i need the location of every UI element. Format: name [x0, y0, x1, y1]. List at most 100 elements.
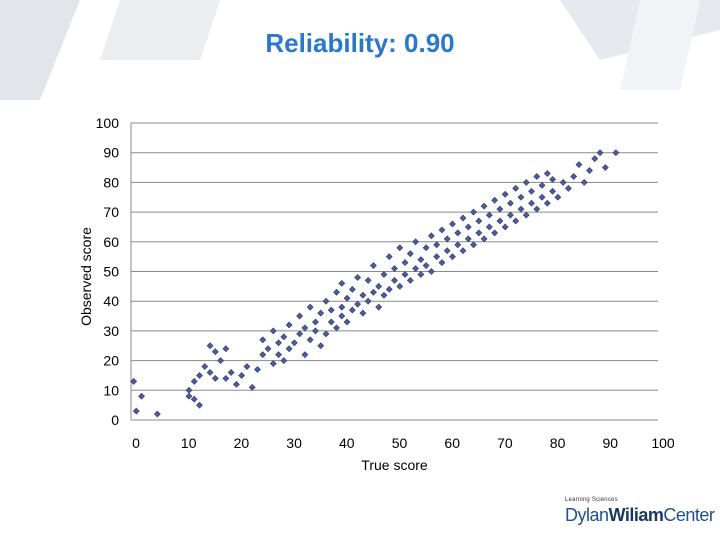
data-point [491, 196, 499, 204]
data-point [327, 318, 335, 326]
data-point [586, 167, 593, 174]
data-point [385, 285, 393, 293]
data-point [522, 211, 530, 219]
data-point [443, 247, 451, 255]
data-point [596, 149, 604, 157]
dylan-wiliam-center-logo: Learning Sciences DylanWiliamCenter [565, 497, 715, 532]
data-point [317, 342, 325, 350]
data-point [501, 190, 509, 198]
data-point [375, 303, 383, 311]
y-tick-label: 80 [103, 174, 119, 190]
data-point [575, 161, 583, 169]
data-point [185, 392, 193, 400]
data-point [391, 276, 398, 284]
data-point [406, 276, 414, 284]
data-point [132, 407, 140, 415]
data-point [348, 306, 356, 314]
data-point [401, 259, 409, 267]
y-tick-label: 50 [103, 264, 119, 280]
data-point [243, 363, 251, 370]
data-point [433, 241, 441, 249]
data-point [254, 366, 261, 373]
x-tick-label: 40 [339, 435, 355, 451]
data-point [417, 271, 425, 278]
data-point [454, 229, 462, 237]
x-tick-label: 60 [444, 435, 460, 451]
data-point [301, 351, 309, 359]
x-tick-label: 0 [132, 435, 140, 451]
x-tick-label: 100 [651, 435, 675, 451]
data-point [485, 211, 493, 219]
data-point [222, 374, 230, 382]
data-point [296, 312, 304, 320]
data-point [359, 309, 367, 317]
data-point [317, 309, 325, 317]
data-point [211, 374, 219, 382]
data-point [380, 291, 388, 299]
data-point [290, 339, 298, 347]
y-tick-label: 10 [103, 382, 119, 398]
data-point [443, 235, 451, 243]
data-point [285, 345, 293, 353]
x-tick-label: 90 [603, 435, 619, 451]
data-point [517, 193, 525, 201]
data-point [438, 226, 446, 234]
data-point [190, 395, 198, 403]
data-point [333, 288, 340, 296]
data-point [301, 324, 309, 332]
data-point [196, 401, 203, 409]
data-point [507, 199, 514, 207]
data-point [512, 217, 520, 225]
data-point [338, 303, 346, 311]
data-point [549, 176, 557, 183]
data-point [217, 357, 225, 365]
data-point [401, 271, 409, 278]
data-point [306, 336, 314, 344]
data-point [406, 250, 414, 258]
data-point [232, 380, 240, 388]
data-point [380, 271, 388, 278]
data-point [470, 208, 477, 216]
data-point [412, 265, 420, 272]
header-decoration [0, 0, 720, 100]
data-point [391, 265, 398, 272]
y-tick-label: 40 [103, 293, 119, 309]
data-point [322, 297, 330, 305]
data-point [396, 282, 404, 290]
data-point [343, 294, 351, 302]
x-tick-label: 20 [234, 435, 250, 451]
y-tick-label: 0 [111, 412, 119, 428]
data-point [369, 262, 377, 269]
data-point [312, 327, 319, 335]
data-point [554, 193, 562, 201]
data-point [280, 357, 288, 365]
data-point [496, 205, 504, 213]
data-point [427, 268, 435, 275]
y-tick-label: 20 [103, 353, 119, 369]
logo-name-part3: Center [663, 505, 715, 525]
data-point [570, 173, 578, 180]
data-point [533, 205, 541, 213]
data-point [185, 386, 193, 394]
x-tick-label: 50 [392, 435, 408, 451]
data-point [528, 199, 535, 207]
data-point [459, 214, 467, 222]
y-tick-label: 60 [103, 234, 119, 250]
data-point [359, 291, 367, 299]
x-tick-label: 10 [181, 435, 197, 451]
data-point [343, 318, 351, 326]
data-point [196, 372, 203, 379]
data-point [580, 178, 588, 186]
data-point [412, 238, 420, 246]
data-point [269, 327, 277, 335]
data-point [248, 383, 256, 391]
data-point [417, 256, 425, 264]
data-point [538, 193, 546, 201]
data-point [543, 199, 551, 207]
data-point [480, 235, 488, 243]
x-tick-label: 70 [497, 435, 513, 451]
data-point [327, 306, 335, 314]
data-point [464, 235, 472, 243]
data-point [206, 369, 214, 376]
